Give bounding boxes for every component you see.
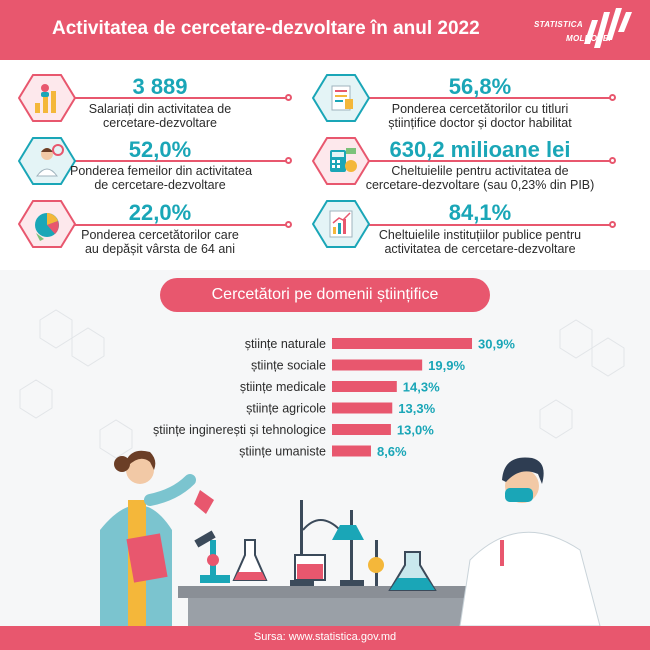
- people-chart-icon: [18, 74, 76, 122]
- stat-label: Salariați din activitatea de cercetare-de…: [88, 102, 232, 130]
- value-label: 8,6%: [377, 444, 407, 459]
- value-label: 14,3%: [403, 380, 440, 395]
- stat-label: Ponderea cercetătorilor care au depășit v…: [81, 228, 239, 256]
- stat-line-dot: [609, 94, 616, 101]
- value-label: 19,9%: [428, 358, 465, 373]
- stat-value: 84,1%: [448, 200, 512, 225]
- laboratory-illustration: [100, 450, 601, 626]
- microscope-icon: [200, 575, 230, 583]
- held-flask-icon: [194, 490, 214, 514]
- test-tube-icon: [500, 540, 504, 566]
- stat-line-dot: [609, 157, 616, 164]
- logo-bars-icon: [584, 8, 632, 48]
- calculator-money-icon: [312, 137, 370, 185]
- growth-chart-icon: [312, 200, 370, 248]
- bar: [332, 445, 371, 457]
- stat-line-dot: [285, 94, 292, 101]
- stat-value: 56,8%: [448, 74, 512, 99]
- logo-text-statistica: STATISTICA: [534, 20, 583, 29]
- stat-value: 22,0%: [128, 200, 192, 225]
- female-scientist-illustration: [100, 450, 214, 626]
- bar: [332, 424, 391, 435]
- bar: [332, 381, 397, 392]
- bar: [332, 359, 423, 371]
- category-label: științe inginerești și tehnologice: [153, 423, 326, 437]
- section-title-pill: Cercetători pe domenii științifice: [160, 278, 490, 312]
- footer-banner: Sursa: www.statistica.gov.md: [0, 626, 650, 650]
- stat-value: 3 889: [132, 74, 188, 99]
- header-banner: Activitatea de cercetare-dezvoltare în a…: [0, 0, 650, 60]
- bar: [332, 402, 393, 414]
- source-text: Sursa: www.statistica.gov.md: [253, 631, 397, 643]
- category-label: științe umaniste: [239, 445, 326, 459]
- stat-value: 630,2 milioane lei: [389, 137, 571, 162]
- molecule-pattern-decoration: [19, 309, 625, 459]
- stat-line-dot: [285, 221, 292, 228]
- value-label: 30,9%: [478, 337, 515, 352]
- diploma-icon: [312, 74, 370, 122]
- stat-line-dot: [609, 221, 616, 228]
- value-label: 13,0%: [397, 423, 434, 438]
- logo-text-moldovei: MOLDOVEI: [566, 34, 612, 43]
- category-label: științe naturale: [245, 337, 326, 351]
- face-mask-icon: [505, 488, 533, 502]
- page-title: Activitatea de cercetare-dezvoltare în a…: [52, 18, 480, 39]
- stat-label: Cheltuielile pentru activitatea de cercet…: [365, 164, 595, 192]
- category-label: științe sociale: [251, 359, 326, 373]
- stat-line-dot: [285, 157, 292, 164]
- researchers-by-field-bar-chart: științe naturale 30,9% științe sociale 19,9…: [153, 337, 515, 460]
- pie-chart-icon: [18, 200, 76, 248]
- funnel-flask-icon: [332, 525, 364, 540]
- category-label: științe medicale: [240, 380, 326, 394]
- bar: [332, 338, 473, 349]
- stat-label: Ponderea femeilor din activitatea de cerc…: [70, 164, 253, 192]
- stat-label: Cheltuielile instituțiilor publice pentr…: [378, 228, 582, 256]
- stat-value: 52,0%: [128, 137, 192, 162]
- male-scientist-illustration: [459, 457, 601, 626]
- woman-researcher-icon: [18, 137, 76, 185]
- statistica-moldovei-logo[interactable]: STATISTICA MOLDOVEI: [534, 6, 634, 52]
- clipboard-icon: [126, 533, 168, 583]
- value-label: 13,3%: [398, 401, 435, 416]
- section-title: Cercetători pe domenii științifice: [211, 286, 439, 303]
- category-label: științe agricole: [246, 402, 326, 416]
- stat-label: Ponderea cercetătorilor cu titluri științ…: [388, 102, 572, 130]
- round-flask-icon: [368, 557, 384, 573]
